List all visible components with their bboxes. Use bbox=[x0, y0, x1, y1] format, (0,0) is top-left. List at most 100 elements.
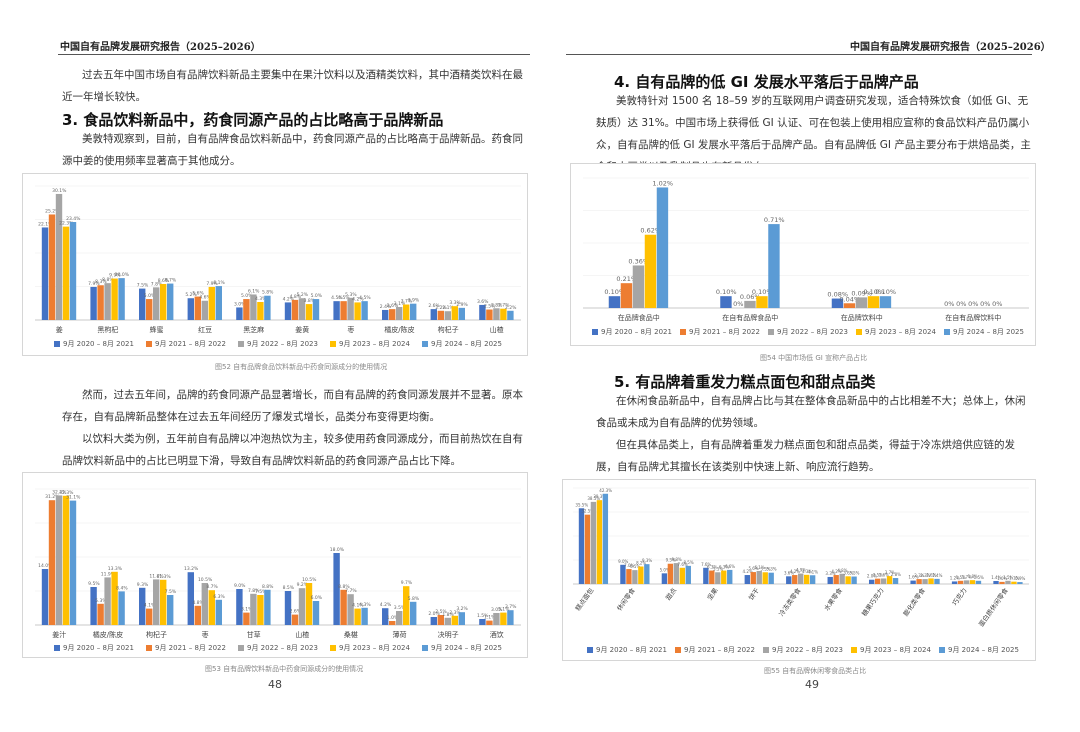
bar bbox=[957, 580, 964, 584]
bar-value-label: 7.8% bbox=[151, 281, 163, 287]
bar bbox=[396, 611, 403, 625]
bar-value-label: 4.1% bbox=[808, 569, 818, 574]
bar bbox=[673, 563, 680, 584]
chart2-caption: 图53 自有品牌饮料新品中药食同源成分的使用情况 bbox=[205, 665, 364, 673]
bar bbox=[451, 306, 458, 320]
bar-value-label: 2.7% bbox=[498, 303, 510, 309]
bar bbox=[975, 580, 982, 584]
bar bbox=[90, 286, 97, 320]
legend-label: 9月 2021 – 8月 2022 bbox=[155, 340, 226, 348]
bar-value-label: 18.0% bbox=[330, 547, 345, 553]
bar-value-label: 1.5% bbox=[1003, 575, 1013, 580]
bar bbox=[153, 287, 160, 320]
bar bbox=[215, 599, 222, 625]
category-label: 酒饮 bbox=[490, 630, 504, 639]
bar-value-label: 9.8% bbox=[672, 557, 682, 562]
legend-label: 9月 2020 – 8月 2021 bbox=[63, 644, 134, 652]
bar-value-label: 9.7% bbox=[401, 580, 413, 586]
bar-value-label: 9.0% bbox=[618, 559, 628, 564]
bar-value-label: 0.10% bbox=[875, 288, 896, 296]
bar-value-label: 23.4% bbox=[66, 216, 81, 222]
bar-value-label: 1.7% bbox=[962, 574, 972, 579]
bar-value-label: 5.5% bbox=[713, 566, 723, 571]
bar bbox=[798, 573, 804, 584]
bar bbox=[166, 283, 174, 320]
bar-value-label: 10.0% bbox=[115, 272, 130, 278]
bar-value-label: 35.5% bbox=[575, 502, 588, 507]
bar bbox=[41, 569, 49, 625]
category-label: 在自有品牌食品中 bbox=[722, 313, 778, 322]
bar-value-label: 1.2% bbox=[950, 575, 960, 580]
chart-food-ingredients-svg: 22.1%25.2%30.1%22.3%23.4%姜7.9%8.3%8.8%9.… bbox=[35, 185, 521, 348]
bar bbox=[644, 234, 657, 308]
bar bbox=[55, 495, 63, 625]
bar bbox=[41, 227, 49, 320]
bar bbox=[756, 570, 762, 584]
bar bbox=[298, 298, 306, 320]
bar bbox=[500, 612, 507, 625]
bar-value-label: 4.8% bbox=[290, 294, 302, 300]
bar bbox=[382, 309, 389, 320]
bar-value-label: 0.10% bbox=[604, 288, 625, 296]
category-label: 枣 bbox=[202, 630, 209, 639]
category-label: 蜂蜜 bbox=[150, 325, 164, 334]
bar bbox=[97, 603, 104, 625]
bar bbox=[146, 299, 153, 320]
bar-value-label: 5.2% bbox=[297, 292, 309, 298]
bar bbox=[620, 283, 633, 308]
bar bbox=[153, 579, 160, 625]
legend-label: 9月 2022 – 8月 2023 bbox=[772, 646, 843, 654]
chart-legend: 9月 2020 – 8月 2021 9月 2021 – 8月 2022 9月 202… bbox=[54, 644, 502, 652]
category-label: 膨化类零食 bbox=[901, 586, 927, 618]
chart-snacks: 35.5% 32.5% 38.5% 39.3% 42.3% 糕点面包 9.0% 7.0% 6.5… bbox=[562, 479, 1036, 661]
bar bbox=[250, 593, 257, 625]
bar-value-label: 4.8% bbox=[192, 600, 204, 606]
bar bbox=[243, 612, 250, 625]
bar-value-label: 4.2% bbox=[352, 296, 364, 302]
bar-value-label: 4.9% bbox=[796, 568, 806, 573]
category-label: 在品牌饮料中 bbox=[841, 313, 883, 322]
bar-value-label: 2.0% bbox=[867, 574, 877, 579]
bar bbox=[626, 569, 632, 584]
bar-value-label: 1.0% bbox=[387, 615, 399, 621]
bar-value-label: 31.2% bbox=[45, 494, 60, 500]
legend-swatch bbox=[856, 329, 862, 335]
bar bbox=[750, 572, 756, 584]
category-label: 休闲零食 bbox=[615, 586, 638, 613]
bar-value-label: 0.04% bbox=[839, 295, 860, 303]
bar bbox=[756, 296, 768, 308]
bar bbox=[312, 299, 320, 320]
bar-value-label: 5.8% bbox=[262, 290, 274, 296]
bar-value-label: 1.1% bbox=[1009, 576, 1019, 581]
bar-value-label: 5.8% bbox=[408, 596, 420, 602]
bar bbox=[298, 588, 306, 625]
bar-value-label: 4.3% bbox=[359, 602, 371, 608]
legend-swatch bbox=[330, 645, 336, 651]
chart-food-ingredients: 22.1% 25.2% 30.1% 22.3% 23.4% 姜 7.9% 8.3% 8.8% 9.… bbox=[22, 173, 528, 356]
legend-label: 9月 2023 – 8月 2024 bbox=[339, 340, 410, 348]
bar-value-label: 9.5% bbox=[88, 581, 100, 587]
bar-value-label: 8.4% bbox=[116, 585, 128, 591]
bar-value-label: 8.8% bbox=[338, 584, 350, 590]
bar bbox=[55, 193, 63, 320]
category-label: 冷冻类零食 bbox=[777, 586, 803, 618]
bar-value-label: 5.3% bbox=[95, 598, 107, 604]
bar bbox=[444, 617, 451, 625]
bar bbox=[608, 296, 621, 308]
legend-label: 9月 2023 – 8月 2024 bbox=[860, 646, 931, 654]
category-label: 在自有品牌饮料中 bbox=[945, 313, 1001, 322]
bar-value-label: 2.5% bbox=[873, 573, 883, 578]
bar-value-label: 6.3% bbox=[707, 565, 717, 570]
bar-value-label: 3.6% bbox=[843, 570, 853, 575]
bar bbox=[409, 303, 417, 320]
right-page-number: 49 bbox=[805, 678, 819, 691]
bar bbox=[257, 595, 264, 625]
bar bbox=[493, 308, 500, 320]
legend-label: 9月 2021 – 8月 2022 bbox=[155, 644, 226, 652]
legend-swatch bbox=[238, 645, 244, 651]
right-header-rule bbox=[566, 54, 1032, 55]
left-body-paragraph-3: 以饮料大类为例，五年前自有品牌以冲泡热饮为主，较多使用药食同源成分，而目前热饮在… bbox=[62, 433, 523, 467]
bar-value-label: 2.0% bbox=[428, 611, 440, 617]
bar-value-label: 5.6% bbox=[748, 566, 758, 571]
bar-value-label: 1.1% bbox=[484, 615, 496, 621]
